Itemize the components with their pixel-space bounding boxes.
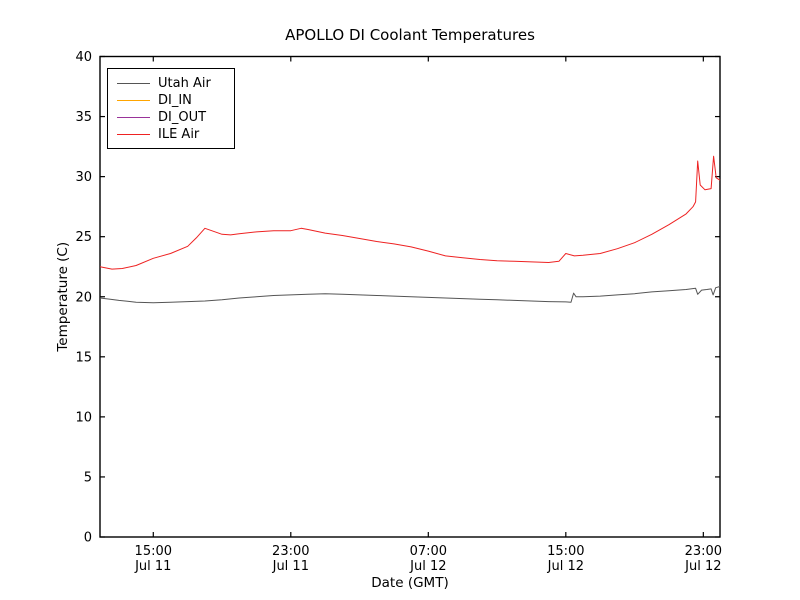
y-tick-label: 10 xyxy=(75,410,92,425)
y-axis-label: Temperature (C) xyxy=(55,242,71,353)
legend-label: DI_OUT xyxy=(158,109,207,125)
y-tick-label: 0 xyxy=(84,531,92,546)
legend-line-swatch xyxy=(117,82,150,84)
y-tick-label: 5 xyxy=(84,470,92,485)
legend-item-di-out: DI_OUT xyxy=(108,109,234,125)
y-tick-label: 30 xyxy=(75,170,92,185)
x-tick-label: 15:00 xyxy=(547,544,584,559)
y-tick-label: 20 xyxy=(75,290,92,305)
legend-line-swatch xyxy=(117,133,150,135)
x-tick-label: Jul 11 xyxy=(272,559,309,574)
legend-item-ile-air: ILE Air xyxy=(108,126,234,142)
legend-label: ILE Air xyxy=(158,126,200,142)
legend-box: Utah Air DI_IN DI_OUT ILE Air xyxy=(107,68,235,149)
x-tick-label: Jul 12 xyxy=(684,559,721,574)
y-tick-label: 40 xyxy=(75,50,92,65)
legend-item-utah-air: Utah Air xyxy=(108,75,234,91)
y-tick-label: 35 xyxy=(75,110,92,125)
x-tick-label: 15:00 xyxy=(135,544,172,559)
legend-line-swatch xyxy=(117,99,150,101)
x-axis-label: Date (GMT) xyxy=(371,575,448,591)
legend-label: DI_IN xyxy=(158,92,192,108)
chart-title: APOLLO DI Coolant Temperatures xyxy=(285,26,535,44)
y-tick-label: 15 xyxy=(75,350,92,365)
legend-item-di-in: DI_IN xyxy=(108,92,234,108)
x-tick-label: Jul 12 xyxy=(547,559,584,574)
legend-line-swatch xyxy=(117,116,150,118)
x-tick-label: Jul 11 xyxy=(134,559,171,574)
y-tick-label: 25 xyxy=(75,230,92,245)
x-tick-label: 07:00 xyxy=(410,544,447,559)
x-tick-label: 23:00 xyxy=(272,544,309,559)
x-tick-label: Jul 12 xyxy=(409,559,446,574)
series-line-ile-air xyxy=(99,155,721,270)
x-tick-label: 23:00 xyxy=(685,544,722,559)
series-line-utah-air xyxy=(99,286,721,304)
legend-label: Utah Air xyxy=(158,75,211,91)
